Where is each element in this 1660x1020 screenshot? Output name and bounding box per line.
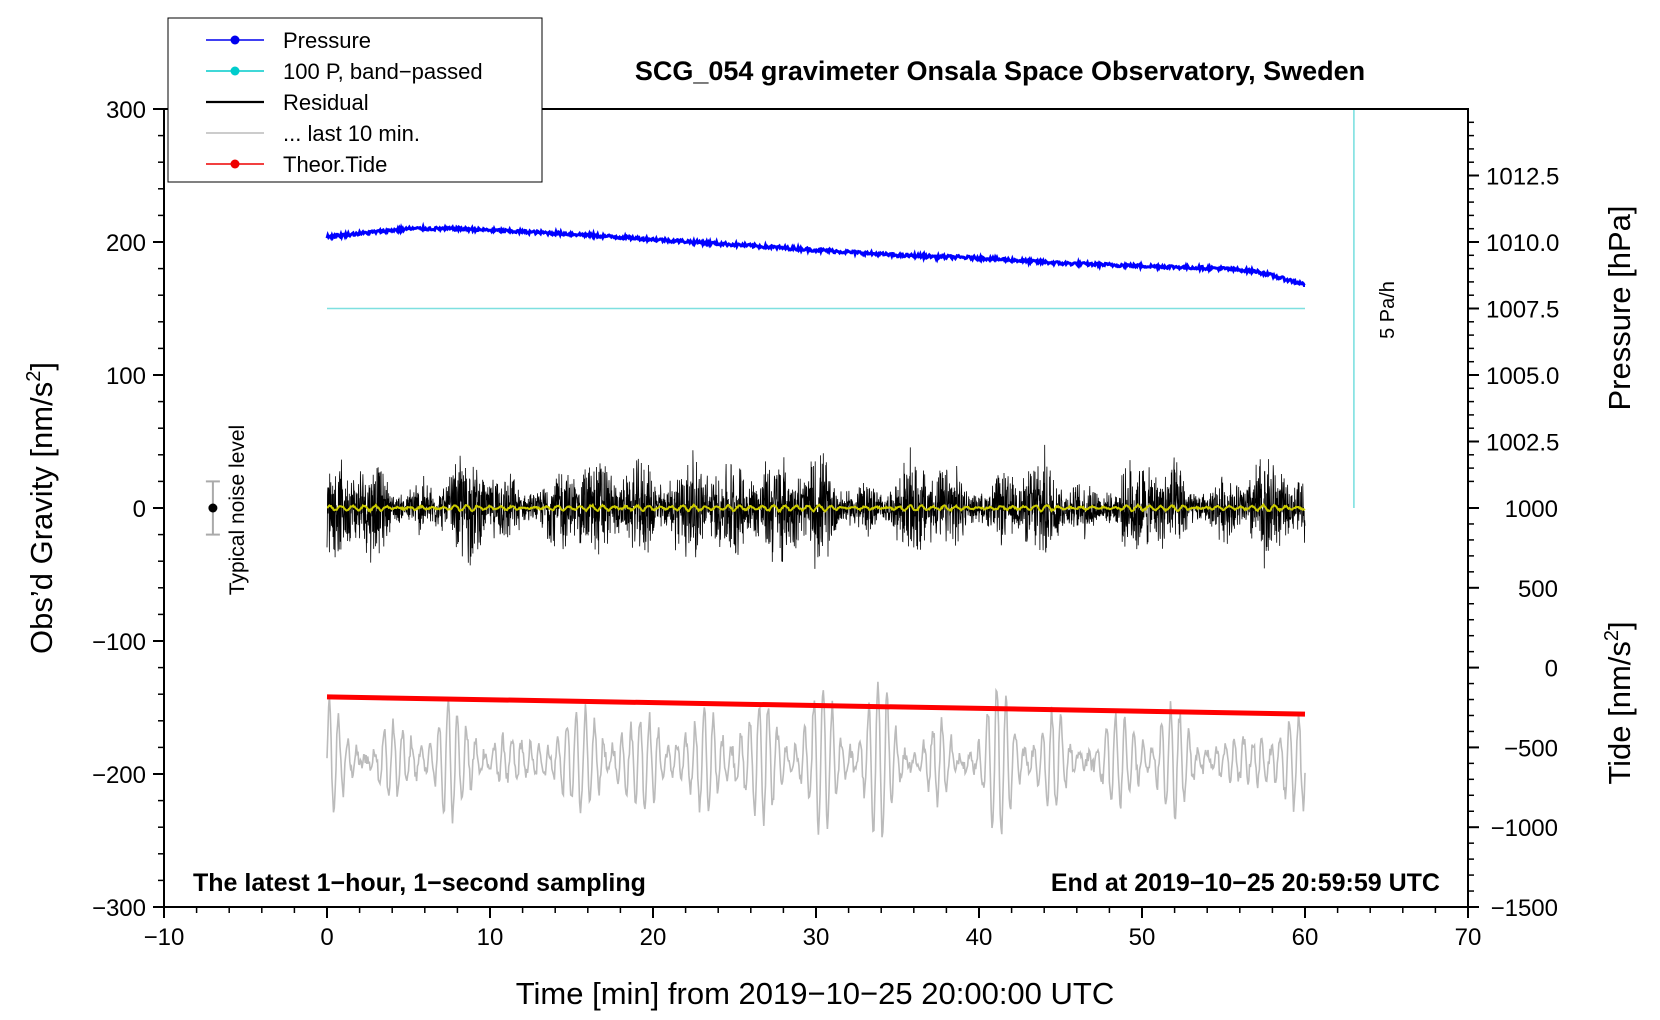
y-tide-tick-label: −1500 <box>1491 895 1558 922</box>
series-pressure <box>325 221 1306 287</box>
y-left-tick-label: −300 <box>92 895 146 922</box>
series-residual-smoothed <box>326 502 1306 514</box>
y-pressure-tick-label: 1007.5 <box>1486 297 1559 324</box>
series-residual <box>326 444 1306 569</box>
y-left-tick-label: 100 <box>106 363 146 390</box>
legend: Pressure 100 P, band−passed Residual ... la… <box>167 17 543 183</box>
noise-bar-center <box>208 503 218 513</box>
x-tick-label: 10 <box>477 924 504 951</box>
y-left-tick-label: −200 <box>92 762 146 789</box>
y-left-tick-label: 200 <box>106 230 146 257</box>
y-axis-label-left: Obs’d Gravity [nm/s2] <box>23 362 59 654</box>
y-tide-tick-label: 0 <box>1545 656 1558 683</box>
y-tide-tick-label: 1000 <box>1505 496 1558 523</box>
x-tick-label: −10 <box>144 924 185 951</box>
x-tick-label: 30 <box>803 924 830 951</box>
y-left-tick-label: 300 <box>106 97 146 124</box>
y-pressure-tick-label: 1012.5 <box>1486 164 1559 191</box>
legend-box <box>167 17 543 183</box>
y-tide-tick-label: −1000 <box>1491 815 1558 842</box>
y-pressure-tick-label: 1010.0 <box>1486 230 1559 257</box>
y-axis-label-tide: Tide [nm/s2] <box>1601 621 1637 784</box>
legend-label: Pressure <box>283 28 371 53</box>
legend-label: Theor.Tide <box>283 152 387 177</box>
x-tick-label: 40 <box>966 924 993 951</box>
x-tick-label: 50 <box>1129 924 1156 951</box>
annotation-left: The latest 1−hour, 1−second sampling <box>193 869 646 897</box>
noise-level-label: Typical noise level <box>226 425 249 595</box>
legend-marker <box>230 159 240 169</box>
tick-layer: −10 0 10 20 30 40 50 60 703002001000−100−200−300… <box>92 97 1559 951</box>
x-tick-label: 20 <box>640 924 667 951</box>
x-tick-label: 70 <box>1455 924 1482 951</box>
y-left-tick-label: −100 <box>92 629 146 656</box>
legend-label: 100 P, band−passed <box>283 59 483 84</box>
y-tide-tick-label: 500 <box>1518 576 1558 603</box>
series-theor-tide <box>326 694 1306 717</box>
legend-label: ... last 10 min. <box>283 121 420 146</box>
legend-marker <box>230 35 240 45</box>
x-tick-label: 0 <box>320 924 333 951</box>
x-tick-label: 60 <box>1292 924 1319 951</box>
series-last-10-min <box>326 681 1306 838</box>
legend-label: Residual <box>283 90 369 115</box>
series-layer <box>205 109 1355 838</box>
y-pressure-tick-label: 1002.5 <box>1486 430 1559 457</box>
annotation-right: End at 2019−10−25 20:59:59 UTC <box>1051 869 1440 897</box>
y-axis-label-pressure: Pressure [hPa] <box>1602 205 1637 410</box>
y-tide-tick-label: −500 <box>1504 735 1558 762</box>
legend-marker <box>230 66 240 76</box>
y-left-tick-label: 0 <box>133 496 146 523</box>
rate-marker-label: 5 Pa/h <box>1377 281 1399 339</box>
x-axis-label: Time [min] from 2019−10−25 20:00:00 UTC <box>516 976 1115 1011</box>
chart-title: SCG_054 gravimeter Onsala Space Observat… <box>635 56 1365 86</box>
y-pressure-tick-label: 1005.0 <box>1486 363 1559 390</box>
